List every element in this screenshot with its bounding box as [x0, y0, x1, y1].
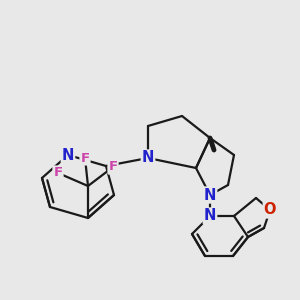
Text: N: N	[204, 208, 216, 224]
Text: N: N	[62, 148, 74, 163]
Text: F: F	[53, 167, 63, 179]
Text: N: N	[142, 151, 154, 166]
Text: F: F	[108, 160, 118, 173]
Text: O: O	[264, 202, 276, 217]
Text: N: N	[204, 188, 216, 202]
Text: F: F	[80, 152, 90, 164]
